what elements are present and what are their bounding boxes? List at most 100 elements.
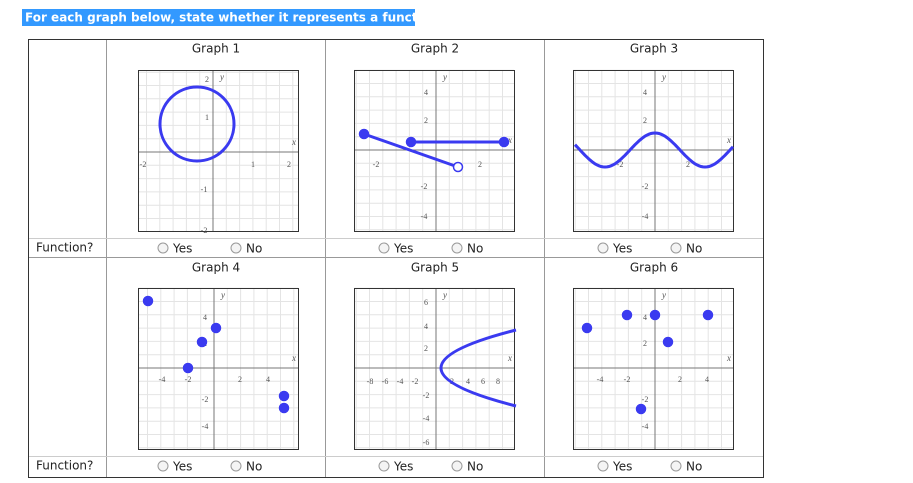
point	[196, 336, 208, 348]
radio-button[interactable]	[230, 242, 242, 254]
tick-label: 4	[424, 88, 428, 97]
graph: y x 2 1 -2 1 2 -1 -2	[138, 70, 299, 235]
graph-border	[138, 288, 299, 450]
graph: y x 4 2 -2 2 -2 -4	[573, 69, 735, 232]
graph-title: Graph 4	[192, 261, 240, 275]
radio-label[interactable]: Yes	[612, 460, 632, 474]
radio-label[interactable]: Yes	[393, 242, 413, 256]
radio-button[interactable]	[451, 242, 463, 254]
tick-label: -2	[140, 160, 147, 169]
point	[278, 402, 290, 414]
tick-label: -2	[373, 160, 380, 169]
radio-label[interactable]: Yes	[172, 242, 192, 256]
tick-label: -4	[642, 422, 649, 431]
radio-button[interactable]	[157, 242, 169, 254]
radio-label[interactable]: No	[686, 242, 702, 256]
tick-label: 8	[496, 377, 500, 386]
point	[702, 309, 714, 321]
row-label: Function?	[36, 459, 93, 473]
tick-label: 2	[643, 116, 647, 125]
tick-label: 2	[424, 116, 428, 125]
radio-button[interactable]	[670, 460, 682, 472]
tick-label: -2	[617, 160, 624, 169]
tick-label: 4	[466, 377, 470, 386]
tick-label: -4	[597, 375, 604, 384]
point	[452, 161, 464, 173]
axis-label: y	[442, 290, 447, 300]
graph-border	[573, 70, 734, 232]
radio-label[interactable]: No	[686, 460, 702, 474]
radio-button[interactable]	[230, 460, 242, 472]
point	[182, 362, 194, 374]
tick-label: 6	[481, 377, 485, 386]
tick-label: -8	[367, 377, 374, 386]
segment	[363, 132, 459, 169]
point	[621, 309, 633, 321]
graph: y x 4 2 -4 -2 2 4 -2 -4	[573, 287, 734, 450]
axis-label: y	[219, 72, 224, 82]
graph-title: Graph 1	[192, 42, 240, 56]
point	[210, 322, 222, 334]
radio-label[interactable]: No	[246, 460, 262, 474]
tick-label: -4	[423, 414, 430, 423]
radio-button[interactable]	[597, 242, 609, 254]
axis-label: x	[507, 135, 512, 145]
tick-label: -2	[185, 375, 192, 384]
point	[635, 403, 647, 415]
radio-button[interactable]	[597, 460, 609, 472]
tick-label: -6	[382, 377, 389, 386]
radio-label[interactable]: Yes	[172, 460, 192, 474]
radio-label[interactable]: No	[467, 460, 483, 474]
axis-label: x	[726, 135, 731, 145]
table-lines	[29, 40, 763, 477]
axis-label: x	[291, 353, 296, 363]
point	[498, 136, 510, 148]
tick-label: 2	[678, 375, 682, 384]
radio-label[interactable]: Yes	[612, 242, 632, 256]
graph-bg	[138, 70, 298, 231]
radio-label[interactable]: No	[467, 242, 483, 256]
graph-border	[573, 288, 734, 450]
point	[358, 128, 370, 140]
graph-title: Graph 5	[411, 261, 459, 275]
tick-label: 4	[643, 88, 647, 97]
radio-button[interactable]	[378, 460, 390, 472]
point	[581, 322, 593, 334]
tick-label: 4	[643, 313, 647, 322]
axis-label: x	[291, 137, 296, 147]
radio-button[interactable]	[157, 460, 169, 472]
tick-label: 2	[287, 160, 291, 169]
tick-label: 2	[424, 344, 428, 353]
selection-highlight	[22, 9, 415, 26]
graph-title: Graph 3	[630, 42, 678, 56]
tick-label: -4	[642, 212, 649, 221]
graph-border	[354, 288, 515, 450]
tick-label: -4	[202, 422, 209, 431]
graph: y x 4 2 -2 2 -2 -4	[354, 69, 515, 232]
tick-label: -1	[201, 185, 208, 194]
tick-label: -2	[412, 377, 419, 386]
radio-button[interactable]	[670, 242, 682, 254]
graph-title: Graph 2	[411, 42, 459, 56]
wave-curve	[573, 131, 735, 169]
tick-label: 2	[686, 160, 690, 169]
axis-label: x	[507, 353, 512, 363]
graph-border	[354, 70, 515, 232]
axis-label: y	[661, 290, 666, 300]
table-border	[28, 39, 764, 478]
radio-button[interactable]	[378, 242, 390, 254]
circle-curve	[158, 85, 236, 163]
radio-label[interactable]: No	[246, 242, 262, 256]
tick-label: -4	[421, 212, 428, 221]
parabola-curve	[439, 328, 517, 408]
radio-button[interactable]	[451, 460, 463, 472]
axis-label: x	[726, 353, 731, 363]
tick-label: 2	[205, 75, 209, 84]
tick-label: 4	[705, 375, 709, 384]
radio-label[interactable]: Yes	[393, 460, 413, 474]
tick-label: 2	[478, 160, 482, 169]
tick-label: 1	[205, 113, 209, 122]
